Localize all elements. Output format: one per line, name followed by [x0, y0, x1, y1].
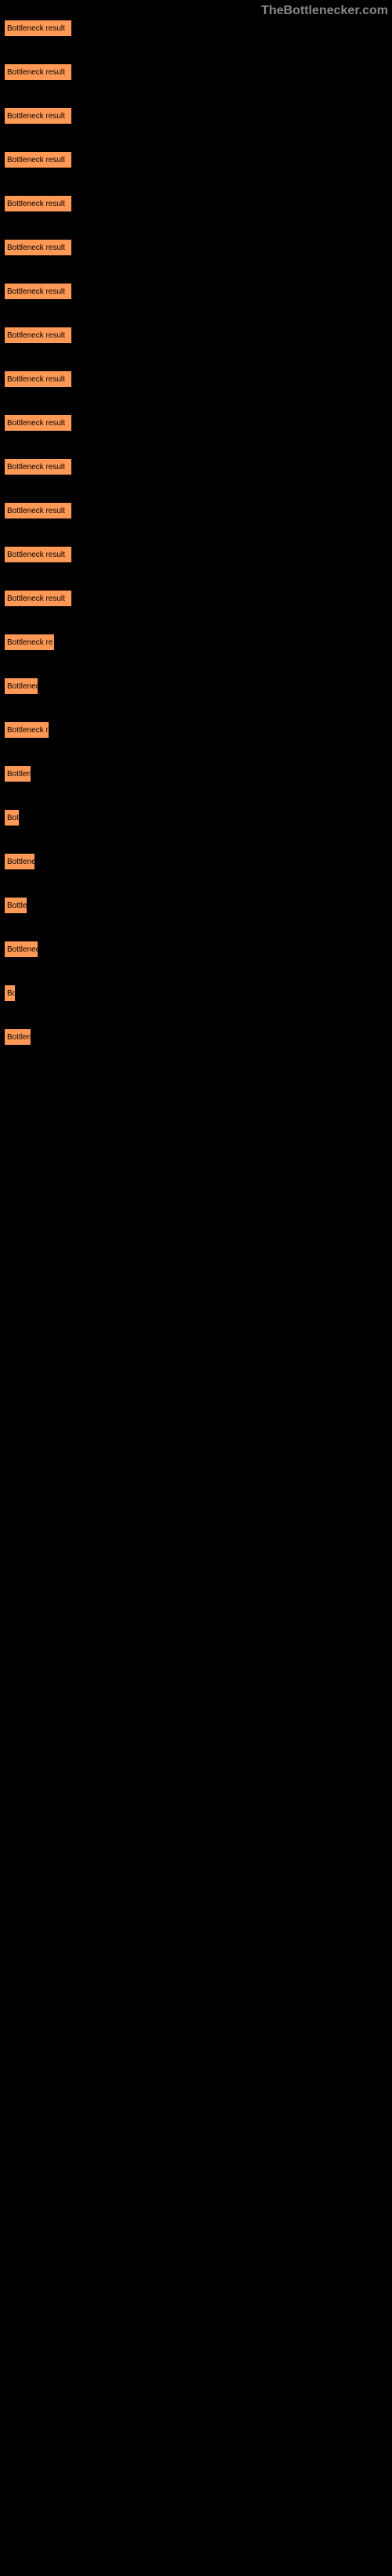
watermark-text: TheBottlenecker.com [261, 4, 388, 18]
chart-bar: Bottleneck result [4, 239, 72, 256]
bar-row: Bottleneck result [4, 151, 392, 168]
chart-bar: Bottlenec [4, 941, 38, 958]
bar-label: Bottleneck result [7, 375, 65, 384]
bar-row: Bot [4, 809, 392, 826]
bar-label: Bottleneck result [7, 463, 65, 471]
chart-bar: Bottleneck result [4, 370, 72, 388]
bar-label: Bottlenec [7, 682, 38, 691]
bar-row: Bottleneck result [4, 546, 392, 563]
chart-bar: Bo [4, 985, 16, 1002]
chart-bar: Bottleneck result [4, 414, 72, 432]
chart-bar: Bottleneck result [4, 502, 72, 519]
chart-bar: Bottleneck result [4, 63, 72, 81]
chart-bar: Bottleneck result [4, 195, 72, 212]
chart-bar: Bottlenec [4, 677, 38, 695]
bar-row: Bottleneck r [4, 721, 392, 739]
bar-row: Bottleneck result [4, 458, 392, 475]
chart-bar: Bottlen [4, 1028, 31, 1046]
bar-label: Bottleneck result [7, 331, 65, 340]
bar-label: Bottleneck result [7, 551, 65, 559]
chart-bar: Bottleneck result [4, 283, 72, 300]
bar-row: Bottlen [4, 1028, 392, 1046]
chart-bar: Bottleneck result [4, 327, 72, 344]
bar-label: Bottle [7, 901, 27, 910]
bar-label: Bottleneck result [7, 594, 65, 603]
bar-label: Bottlen [7, 1033, 31, 1042]
bar-row: Bottleneck result [4, 107, 392, 125]
bar-row: Bottlene [4, 853, 392, 870]
bar-label: Bottleneck result [7, 287, 65, 296]
bar-label: Bottleneck result [7, 419, 65, 428]
bar-row: Bottlen [4, 765, 392, 782]
bar-row: Bottleneck result [4, 283, 392, 300]
bar-row: Bottleneck result [4, 327, 392, 344]
chart-bar: Bottleneck result [4, 590, 72, 607]
bar-row: Bottlenec [4, 941, 392, 958]
chart-bar: Bottleneck result [4, 107, 72, 125]
bar-chart: Bottleneck result Bottleneck result Bottle… [0, 0, 392, 1046]
bar-label: Bottleneck result [7, 68, 65, 77]
chart-bar: Bottleneck result [4, 458, 72, 475]
chart-bar: Bottle [4, 897, 27, 914]
bar-row: Bo [4, 985, 392, 1002]
bar-row: Bottleneck result [4, 370, 392, 388]
bar-label: Bot [7, 814, 19, 822]
bar-label: Bottleneck result [7, 112, 65, 121]
bar-label: Bo [7, 989, 15, 998]
chart-bar: Bottleneck result [4, 20, 72, 37]
bar-row: Bottleneck re [4, 634, 392, 651]
bar-row: Bottlenec [4, 677, 392, 695]
chart-bar: Bottleneck re [4, 634, 55, 651]
chart-bar: Bottleneck r [4, 721, 49, 739]
bar-label: Bottleneck re [7, 638, 53, 647]
bar-label: Bottlen [7, 770, 31, 779]
bar-row: Bottleneck result [4, 414, 392, 432]
bar-label: Bottleneck r [7, 726, 49, 735]
bar-label: Bottleneck result [7, 507, 65, 515]
bar-label: Bottlene [7, 858, 34, 866]
bar-row: Bottle [4, 897, 392, 914]
bar-label: Bottleneck result [7, 200, 65, 208]
chart-bar: Bottlen [4, 765, 31, 782]
bar-label: Bottlenec [7, 945, 38, 954]
chart-bar: Bot [4, 809, 20, 826]
bar-row: Bottleneck result [4, 195, 392, 212]
bar-label: Bottleneck result [7, 24, 65, 33]
bar-label: Bottleneck result [7, 244, 65, 252]
bar-row: Bottleneck result [4, 502, 392, 519]
bar-row: Bottleneck result [4, 239, 392, 256]
chart-bar: Bottlene [4, 853, 35, 870]
chart-bar: Bottleneck result [4, 151, 72, 168]
bar-row: Bottleneck result [4, 590, 392, 607]
chart-bar: Bottleneck result [4, 546, 72, 563]
bar-row: Bottleneck result [4, 63, 392, 81]
bar-row: Bottleneck result [4, 20, 392, 37]
bar-label: Bottleneck result [7, 156, 65, 164]
